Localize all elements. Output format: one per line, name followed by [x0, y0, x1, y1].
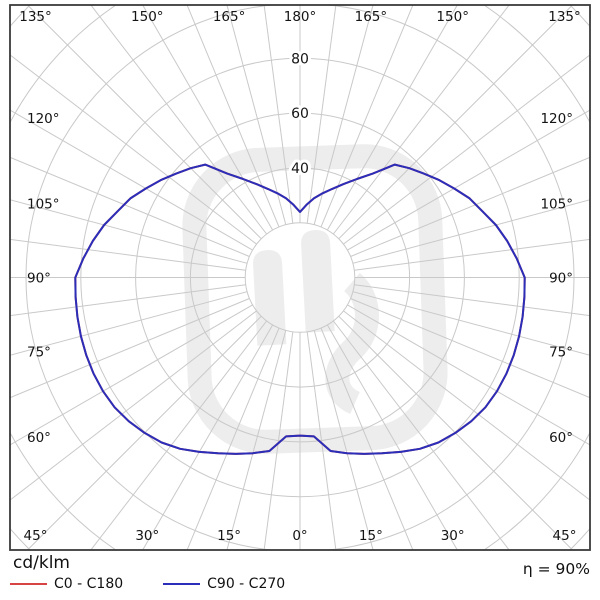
legend-label-c0: C0 - C180 [54, 576, 124, 592]
angle-label-45-left: 45° [24, 528, 48, 544]
legend-line-c90-icon [163, 583, 201, 585]
angle-label-30-right: 30° [441, 528, 465, 544]
angle-label-75-left: 75° [27, 345, 51, 361]
angle-label-105-right: 105° [540, 197, 573, 213]
angle-label-120-right: 120° [540, 111, 573, 127]
angle-label-60-right: 60° [549, 430, 573, 446]
angle-label-90-right: 90° [549, 271, 573, 287]
radial-tick-labels: 40 60 80 [288, 48, 312, 180]
angle-label-135-right: 135° [548, 9, 581, 25]
curve-legend: C0 - C180 C90 - C270 [10, 576, 285, 592]
radial-tick-label-60: 60 [291, 106, 309, 122]
angle-label-15-left: 15° [217, 528, 241, 544]
efficiency-label: η = 90% [522, 560, 590, 578]
angle-labels: 0° 15° 15° 30° 30° 45° 45° 60° 60° 75° 75° 90° 90° 10… [19, 9, 581, 544]
watermark-letters [253, 230, 335, 346]
polar-intensity-chart: 0° 15° 15° 30° 30° 45° 45° 60° 60° 75° 75° 90° 90° 10… [9, 4, 591, 551]
angle-label-150-right: 150° [436, 9, 469, 25]
angle-label-0-left: 0° [292, 528, 307, 544]
legend-line-c0-icon [10, 583, 47, 585]
angle-label-15-right: 15° [359, 528, 383, 544]
plot-border [9, 4, 591, 551]
unit-label: cd/klm [13, 553, 70, 573]
angle-label-45-right: 45° [553, 528, 577, 544]
angle-label-120-left: 120° [27, 111, 60, 127]
angle-label-150-left: 150° [131, 9, 164, 25]
radial-tick-label-40: 40 [291, 161, 309, 177]
plot-area [10, 5, 590, 550]
angle-label-135-left: 135° [19, 9, 52, 25]
polar-grid [10, 5, 590, 550]
intensity-curve-c90-c270 [74, 163, 526, 455]
angle-label-105-left: 105° [27, 197, 60, 213]
angle-label-30-left: 30° [135, 528, 159, 544]
angle-label-180-left: 180° [284, 9, 317, 25]
angle-label-165-right: 165° [355, 9, 388, 25]
angle-label-60-left: 60° [27, 430, 51, 446]
angle-label-90-left: 90° [27, 271, 51, 287]
legend-label-c90: C90 - C270 [207, 576, 286, 592]
radial-tick-label-80: 80 [291, 51, 309, 67]
angle-label-165-left: 165° [213, 9, 246, 25]
angle-label-75-right: 75° [549, 345, 573, 361]
